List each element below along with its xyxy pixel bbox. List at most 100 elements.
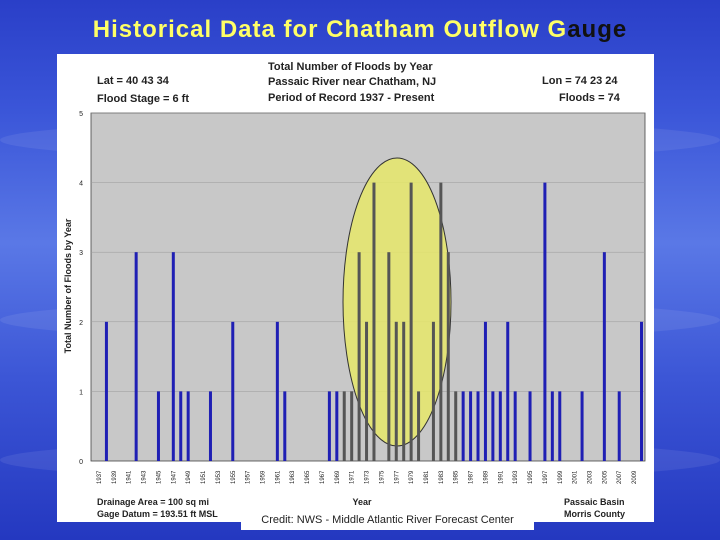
x-tick-label: 1937 (97, 470, 103, 484)
y-tick-label: 0 (79, 459, 83, 466)
bar-1999 (558, 391, 562, 461)
bar-1942 (134, 252, 138, 461)
bar-1949 (186, 391, 190, 461)
bar-1952 (208, 391, 212, 461)
x-tick-label: 1955 (231, 470, 237, 484)
bar-1985 (454, 391, 458, 461)
x-tick-label: 1949 (186, 470, 192, 484)
x-tick-label: 1973 (365, 470, 371, 484)
x-tick-label: 1969 (335, 470, 341, 484)
bar-1972 (357, 252, 361, 461)
bar-1995 (528, 391, 532, 461)
x-tick-label: 1945 (156, 470, 162, 484)
bar-1982 (431, 321, 435, 461)
bar-1977 (394, 321, 398, 461)
x-tick-label: 1961 (275, 470, 281, 484)
x-tick-label: 1997 (543, 470, 549, 484)
x-tick-label: 1975 (379, 470, 385, 484)
x-tick-label: 1985 (454, 470, 460, 484)
drainage-area-label: Drainage Area = 100 sq mi (97, 497, 209, 507)
bar-1986 (461, 391, 465, 461)
bar-1993 (513, 391, 517, 461)
bar-1976 (387, 252, 391, 461)
x-tick-label: 1943 (142, 470, 148, 484)
bar-1962 (283, 391, 287, 461)
x-tick-label: 1941 (127, 470, 133, 484)
gage-datum-label: Gage Datum = 193.51 ft MSL (97, 509, 218, 519)
bar-1990 (491, 391, 495, 461)
x-axis-label: Year (352, 497, 372, 507)
bar-2002 (580, 391, 584, 461)
chart-period: Period of Record 1937 - Present (268, 92, 435, 104)
basin-label: Passaic Basin (564, 497, 625, 507)
x-tick-label: 1989 (483, 470, 489, 484)
x-tick-label: 1939 (112, 470, 118, 484)
bar-1984 (446, 252, 450, 461)
y-tick-label: 4 (79, 181, 83, 188)
chart-panel: Lat = 40 43 34 Flood Stage = 6 ft Total … (57, 54, 654, 522)
bar-1961 (275, 321, 279, 461)
floods-count-label: Floods = 74 (559, 92, 621, 104)
chart-subtitle: Passaic River near Chatham, NJ (268, 76, 436, 88)
x-tick-label: 1983 (439, 470, 445, 484)
y-axis-label: Total Number of Floods by Year (63, 218, 73, 353)
x-tick-label: 1965 (305, 470, 311, 484)
slide-title: Historical Data for Chatham Outflow Gaug… (0, 16, 720, 44)
bar-1973 (365, 321, 369, 461)
y-tick-label: 1 (79, 389, 83, 396)
bar-1971 (350, 391, 354, 461)
x-tick-label: 1951 (201, 470, 207, 484)
bar-1969 (335, 391, 339, 461)
bar-1948 (179, 391, 183, 461)
flood-stage-label: Flood Stage = 6 ft (97, 93, 189, 105)
x-tick-label: 2009 (632, 470, 638, 484)
x-tick-label: 1957 (246, 470, 252, 484)
x-tick-label: 1991 (498, 470, 504, 484)
x-tick-label: 1963 (290, 470, 296, 484)
bar-1955 (231, 321, 235, 461)
bar-1992 (506, 321, 510, 461)
bar-2010 (640, 321, 644, 461)
x-tick-label: 1981 (424, 470, 430, 484)
bar-2005 (602, 252, 606, 461)
bar-1997 (543, 182, 547, 461)
bar-1968 (327, 391, 331, 461)
x-tick-label: 1971 (350, 470, 356, 484)
bar-1989 (483, 321, 487, 461)
bar-1991 (498, 391, 502, 461)
x-tick-label: 1999 (558, 470, 564, 484)
x-tick-label: 2007 (617, 470, 623, 484)
x-tick-label: 2003 (587, 470, 593, 484)
bar-1980 (417, 391, 421, 461)
x-tick-label: 1977 (394, 470, 400, 484)
x-tick-label: 1995 (528, 470, 534, 484)
x-tick-label: 1967 (320, 470, 326, 484)
bar-1987 (469, 391, 473, 461)
bar-1938 (104, 321, 108, 461)
bar-2007 (617, 391, 621, 461)
x-tick-label: 1947 (171, 470, 177, 484)
x-tick-label: 2001 (573, 470, 579, 484)
bar-1978 (402, 321, 406, 461)
bar-1947 (171, 252, 175, 461)
slide-title-tail: auge (567, 16, 628, 43)
x-tick-label: 1953 (216, 470, 222, 484)
bar-1974 (372, 182, 376, 461)
x-tick-label: 1979 (409, 470, 415, 484)
y-tick-label: 3 (79, 250, 83, 257)
credit-caption: Credit: NWS - Middle Atlantic River Fore… (241, 510, 534, 530)
bar-1970 (342, 391, 346, 461)
bar-1988 (476, 391, 480, 461)
x-tick-label: 1987 (469, 470, 475, 484)
y-tick-label: 5 (79, 111, 83, 118)
bar-1983 (439, 182, 443, 461)
flood-bar-chart: Lat = 40 43 34 Flood Stage = 6 ft Total … (63, 61, 646, 519)
y-tick-label: 2 (79, 320, 83, 327)
x-tick-label: 2005 (602, 470, 608, 484)
x-tick-label: 1993 (513, 470, 519, 484)
bar-1945 (156, 391, 160, 461)
bar-1979 (409, 182, 413, 461)
chart-title: Total Number of Floods by Year (268, 61, 433, 73)
lat-label: Lat = 40 43 34 (97, 75, 170, 87)
lon-label: Lon = 74 23 24 (542, 75, 618, 87)
